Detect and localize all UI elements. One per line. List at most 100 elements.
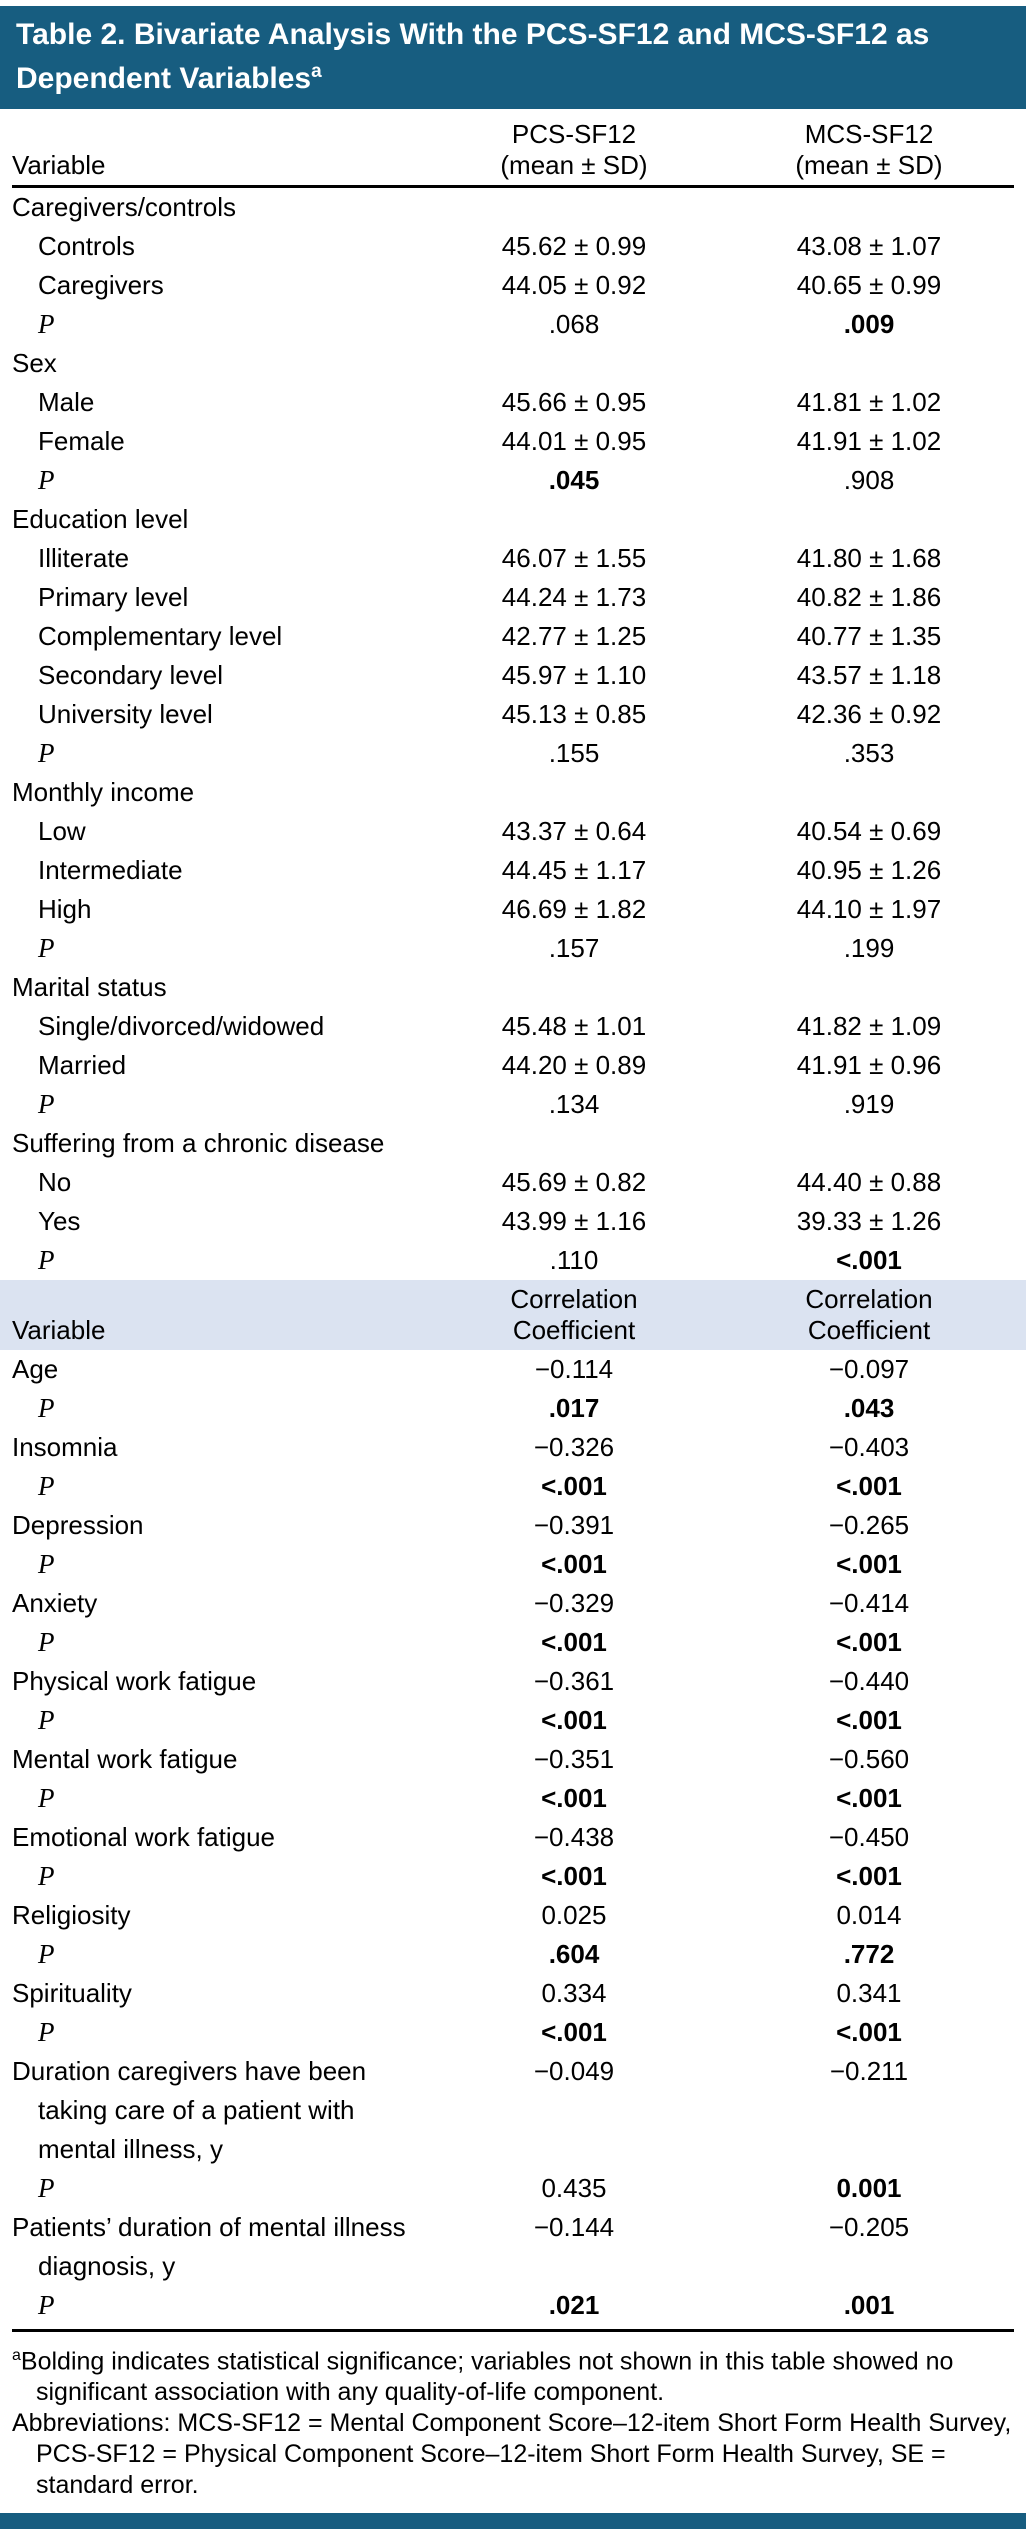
mcs-value: −0.211 bbox=[829, 2056, 909, 2086]
table-body: Variable PCS-SF12 (mean ± SD) MCS-SF12 (… bbox=[0, 109, 1026, 2325]
pcs-value: .134 bbox=[548, 1089, 600, 1119]
table-row: P <.001 <.001 bbox=[12, 1545, 1014, 1584]
table-row: Insomnia −0.326 −0.403 bbox=[12, 1428, 1014, 1467]
mcs-value: −0.440 bbox=[828, 1666, 910, 1696]
table-row: P <.001 <.001 bbox=[12, 1701, 1014, 1740]
footnotes: aBolding indicates statistical significa… bbox=[12, 2329, 1014, 2513]
mcs-value: .908 bbox=[843, 465, 895, 495]
table-row: Single/divorced/widowed 45.48 ± 1.01 41.82… bbox=[12, 1007, 1014, 1046]
table-row: P .157 .199 bbox=[12, 929, 1014, 968]
pcs-value: −0.329 bbox=[533, 1588, 615, 1618]
row-label: Female bbox=[38, 426, 125, 456]
footnote-superscript: a bbox=[12, 2347, 21, 2364]
mcs-value: <.001 bbox=[836, 1549, 902, 1579]
mcs-correlation-header-line2: Coefficient bbox=[807, 1315, 931, 1345]
row-label: Anxiety bbox=[12, 1588, 98, 1618]
row-label: Marital status bbox=[12, 972, 167, 1002]
mcs-value: −0.560 bbox=[828, 1744, 910, 1774]
pcs-value: 45.62 ± 0.99 bbox=[501, 231, 647, 261]
table-row: P .045 .908 bbox=[12, 461, 1014, 500]
table-row: Anxiety −0.329 −0.414 bbox=[12, 1584, 1014, 1623]
correlation-header-row: Variable Correlation Coefficient Correla… bbox=[0, 1280, 1026, 1350]
mcs-value: −0.403 bbox=[828, 1432, 910, 1462]
table-row: Education level bbox=[12, 500, 1014, 539]
row-label: Caregivers bbox=[38, 270, 164, 300]
pcs-value: −0.391 bbox=[533, 1510, 615, 1540]
mcs-value: .772 bbox=[843, 1939, 895, 1969]
pcs-value: −0.361 bbox=[533, 1666, 615, 1696]
mcs-value: <.001 bbox=[836, 1471, 902, 1501]
table-row: Caregivers/controls bbox=[12, 188, 1014, 227]
pcs-correlation-header-line1: Correlation bbox=[510, 1284, 638, 1314]
pcs-value: <.001 bbox=[541, 1471, 607, 1501]
row-label: Suffering from a chronic disease bbox=[12, 1128, 385, 1158]
pcs-value: 45.97 ± 1.10 bbox=[501, 660, 647, 690]
table-row: P .017 .043 bbox=[12, 1389, 1014, 1428]
correlation-rows: Age −0.114 −0.097 P .017 .043 Insomnia −0.326 −0… bbox=[12, 1350, 1014, 2325]
pcs-value: .068 bbox=[548, 309, 600, 339]
pcs-value: .155 bbox=[548, 738, 600, 768]
mcs-value: 42.36 ± 0.92 bbox=[796, 699, 942, 729]
table-row: P <.001 <.001 bbox=[12, 1467, 1014, 1506]
table-row: P .021 .001 bbox=[12, 2286, 1014, 2325]
row-label: Sex bbox=[12, 348, 57, 378]
row-label: Single/divorced/widowed bbox=[38, 1011, 325, 1041]
mcs-value: 43.08 ± 1.07 bbox=[796, 231, 942, 261]
row-label: P bbox=[38, 2017, 55, 2047]
pcs-value: 45.13 ± 0.85 bbox=[501, 699, 647, 729]
row-label: Duration caregivers have been taking car… bbox=[12, 2056, 367, 2164]
table-row: Secondary level 45.97 ± 1.10 43.57 ± 1.18 bbox=[12, 656, 1014, 695]
mcs-value: 44.10 ± 1.97 bbox=[796, 894, 942, 924]
table-row: Age −0.114 −0.097 bbox=[12, 1350, 1014, 1389]
footnote-abbreviations: Abbreviations: MCS-SF12 = Mental Compone… bbox=[12, 2409, 1012, 2500]
row-label: P bbox=[38, 1393, 55, 1423]
row-label: P bbox=[38, 1245, 55, 1275]
table-row: University level 45.13 ± 0.85 42.36 ± 0.92 bbox=[12, 695, 1014, 734]
mcs-value: 40.65 ± 0.99 bbox=[796, 270, 942, 300]
pcs-column-header-line1: PCS-SF12 bbox=[511, 119, 637, 149]
table-row: Controls 45.62 ± 0.99 43.08 ± 1.07 bbox=[12, 227, 1014, 266]
row-label: Religiosity bbox=[12, 1900, 131, 1930]
mcs-value: 41.81 ± 1.02 bbox=[796, 387, 942, 417]
mcs-column-header-line1: MCS-SF12 bbox=[804, 119, 934, 149]
table-row: Sex bbox=[12, 344, 1014, 383]
table-row: Illiterate 46.07 ± 1.55 41.80 ± 1.68 bbox=[12, 539, 1014, 578]
pcs-value: 44.01 ± 0.95 bbox=[501, 426, 647, 456]
table-title-text: Table 2. Bivariate Analysis With the PCS… bbox=[16, 18, 930, 95]
mcs-value: −0.414 bbox=[828, 1588, 910, 1618]
table-row: Duration caregivers have been taking car… bbox=[12, 2052, 1014, 2169]
row-label: P bbox=[38, 1783, 55, 1813]
mcs-correlation-header-line1: Correlation bbox=[805, 1284, 933, 1314]
mcs-value: <.001 bbox=[836, 2017, 902, 2047]
mcs-value: .199 bbox=[843, 933, 895, 963]
pcs-value: 45.66 ± 0.95 bbox=[501, 387, 647, 417]
pcs-value: 44.45 ± 1.17 bbox=[501, 855, 647, 885]
row-label: Caregivers/controls bbox=[12, 192, 236, 222]
row-label: Intermediate bbox=[38, 855, 183, 885]
mcs-value: 0.341 bbox=[836, 1978, 902, 2008]
table-row: Physical work fatigue −0.361 −0.440 bbox=[12, 1662, 1014, 1701]
table-row: Suffering from a chronic disease bbox=[12, 1124, 1014, 1163]
mcs-value: <.001 bbox=[836, 1245, 902, 1275]
mcs-value: −0.097 bbox=[828, 1354, 910, 1384]
table-row: No 45.69 ± 0.82 44.40 ± 0.88 bbox=[12, 1163, 1014, 1202]
column-header-row: Variable PCS-SF12 (mean ± SD) MCS-SF12 (… bbox=[12, 109, 1014, 188]
row-label: High bbox=[38, 894, 92, 924]
mcs-value: <.001 bbox=[836, 1627, 902, 1657]
mcs-value: 40.54 ± 0.69 bbox=[796, 816, 942, 846]
mcs-value: <.001 bbox=[836, 1861, 902, 1891]
mcs-column-header: MCS-SF12 (mean ± SD) bbox=[724, 119, 1014, 181]
row-label: Illiterate bbox=[38, 543, 130, 573]
pcs-value: .157 bbox=[548, 933, 600, 963]
row-label: Age bbox=[12, 1354, 59, 1384]
row-label: P bbox=[38, 1939, 55, 1969]
mcs-value: 41.80 ± 1.68 bbox=[796, 543, 942, 573]
table-row: P 0.435 0.001 bbox=[12, 2169, 1014, 2208]
pcs-value: .604 bbox=[548, 1939, 600, 1969]
mcs-value: .009 bbox=[843, 309, 895, 339]
row-label: University level bbox=[38, 699, 213, 729]
pcs-value: <.001 bbox=[541, 1627, 607, 1657]
mcs-value: <.001 bbox=[836, 1783, 902, 1813]
table-row: P .110 <.001 bbox=[12, 1241, 1014, 1280]
